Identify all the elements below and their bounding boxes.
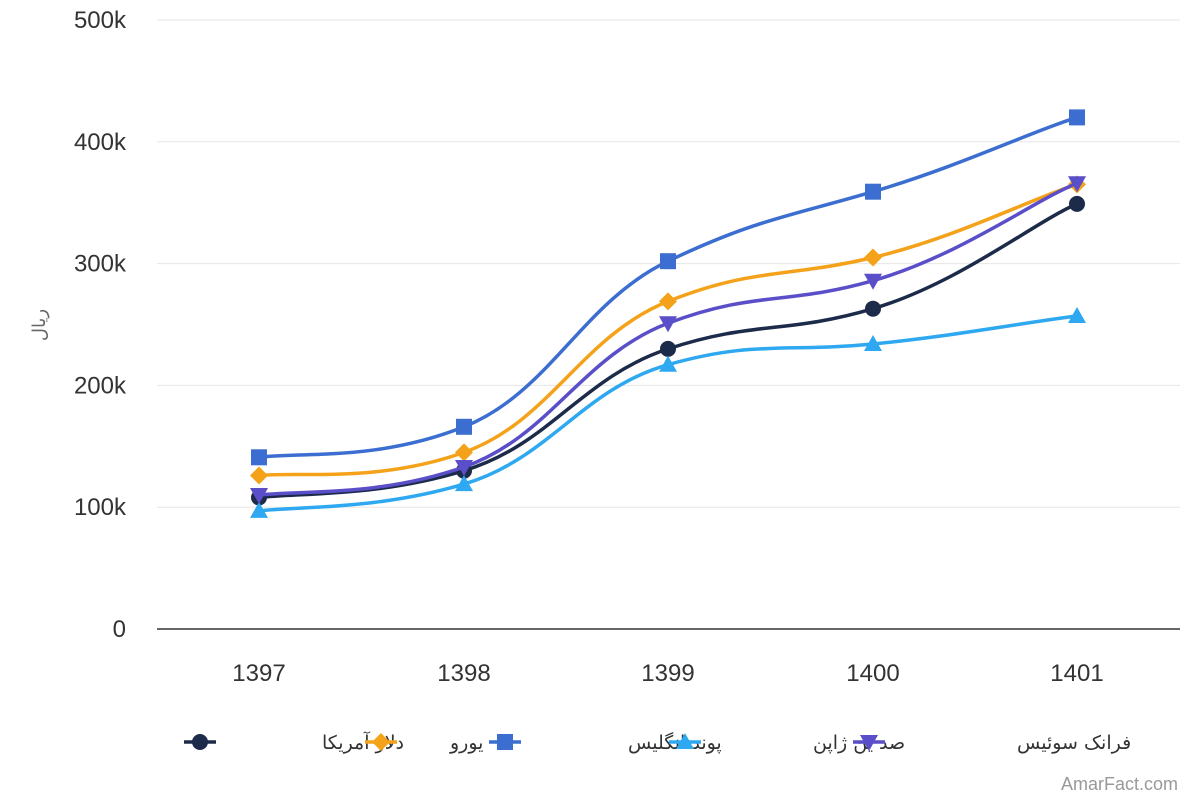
- legend-label: یورو: [449, 732, 483, 754]
- data-point: [864, 335, 882, 351]
- data-point: [659, 355, 677, 372]
- x-tick-label: 1401: [1050, 660, 1103, 687]
- data-point: [659, 316, 677, 333]
- legend-marker: [676, 733, 694, 749]
- x-tick-label: 1400: [846, 660, 899, 687]
- x-axis-ticks: 1397 1398 1399 1400 1401: [232, 660, 1103, 687]
- data-point: [865, 183, 881, 200]
- credit-text: AmarFact.com: [1061, 774, 1178, 794]
- y-tick-label: 400k: [74, 129, 127, 156]
- data-point: [1069, 109, 1085, 126]
- data-point: [864, 273, 882, 290]
- series-4: [250, 176, 1086, 504]
- y-tick-label: 300k: [74, 251, 127, 278]
- x-tick-label: 1397: [232, 660, 285, 687]
- series-line: [257, 115, 1079, 460]
- y-axis-ticks: 0 100k 200k 300k 400k 500k: [74, 7, 127, 643]
- data-point: [456, 418, 472, 435]
- legend-marker: [497, 734, 513, 750]
- y-axis-title: ریال: [29, 309, 50, 341]
- legend-marker: [372, 733, 390, 751]
- legend-marker: [860, 735, 878, 751]
- data-point: [1068, 176, 1086, 193]
- series-3: [250, 307, 1086, 518]
- legend-item[interactable]: یورو: [365, 732, 483, 754]
- legend-marker: [192, 734, 208, 750]
- data-point: [455, 460, 473, 476]
- data-point: [250, 501, 268, 518]
- series-0: [251, 195, 1085, 506]
- legend-label: فرانک سوئیس: [1017, 732, 1131, 754]
- y-tick-label: 100k: [74, 494, 127, 521]
- legend-item[interactable]: فرانک سوئیس: [853, 732, 1131, 754]
- series-2: [251, 109, 1085, 466]
- data-point: [455, 443, 473, 462]
- series-1: [250, 175, 1086, 485]
- data-point: [250, 488, 268, 504]
- data-point: [660, 253, 676, 270]
- series-layer: [250, 109, 1086, 518]
- data-point: [1068, 307, 1086, 323]
- x-tick-label: 1398: [437, 660, 490, 687]
- data-point: [865, 300, 881, 317]
- y-tick-label: 500k: [74, 7, 127, 34]
- y-tick-label: 0: [113, 616, 126, 643]
- data-point: [659, 292, 677, 311]
- data-point: [250, 466, 268, 485]
- y-tick-label: 200k: [74, 372, 127, 399]
- data-point: [660, 340, 676, 357]
- x-tick-label: 1399: [641, 660, 694, 687]
- data-point: [864, 248, 882, 267]
- data-point: [455, 475, 473, 492]
- data-point: [251, 449, 267, 466]
- data-point: [1069, 195, 1085, 212]
